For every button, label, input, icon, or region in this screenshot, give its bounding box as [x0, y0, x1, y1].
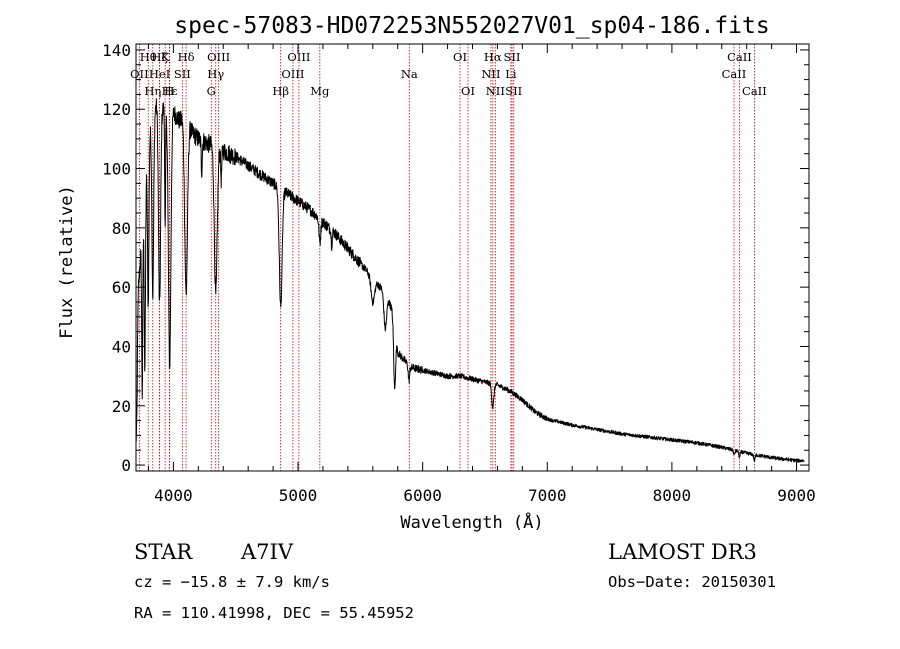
spectral-line-label: Hβ: [272, 84, 289, 98]
spectral-line-label: HeI: [149, 67, 170, 81]
plot-frame: [135, 43, 810, 472]
x-axis-label: Wavelength (Å): [400, 511, 543, 533]
spectral-line-markers: [138, 44, 755, 471]
spectral-line-label: SII: [505, 84, 522, 98]
y-tick-label: 0: [121, 456, 131, 475]
x-tick-label: 5000: [279, 486, 318, 505]
spectral-line-label: Hη: [144, 84, 161, 98]
spectrum-line: [135, 98, 805, 463]
spectral-line-label: SII: [174, 67, 191, 81]
spectral-line-label: Hθ: [140, 50, 157, 64]
spectral-line-label: Hζ: [151, 50, 167, 64]
sky-coordinates: RA = 110.41998, DEC = 55.45952: [134, 604, 414, 622]
spectral-line-label: Mg: [310, 84, 330, 98]
spectral-line-label: CaII: [742, 84, 767, 98]
x-tick-label: 6000: [403, 486, 442, 505]
spectral-line-label: OI: [461, 84, 475, 98]
y-axis-label: Flux (relative): [57, 185, 77, 339]
spectral-line-label: OIII: [207, 50, 230, 64]
spectral-line-label: CaII: [727, 50, 752, 64]
y-tick-label: 40: [112, 337, 131, 356]
spectral-line-label: SII: [504, 50, 521, 64]
spectral-line-label: K: [161, 50, 170, 64]
x-axis-ticks: 4000 5000 6000 7000 8000 9000: [147, 44, 816, 505]
spectral-line-label: OI: [453, 50, 467, 64]
x-tick-label: 9000: [777, 486, 816, 505]
y-tick-label: 140: [102, 41, 131, 60]
y-axis-ticks: 0 20 40 60 80 100 120 140: [102, 41, 809, 475]
spectral-line-label: OII: [130, 67, 149, 81]
chart-title: spec-57083-HD072253N552027V01_sp04-186.f…: [174, 13, 769, 39]
object-class: STAR: [134, 540, 193, 564]
y-tick-label: 20: [112, 397, 131, 416]
spectral-line-label: G: [207, 84, 216, 98]
spectral-line-label: NII: [486, 84, 505, 98]
y-tick-label: 60: [112, 278, 131, 297]
y-tick-label: 100: [102, 160, 131, 179]
observation-date: Obs−Date: 20150301: [608, 573, 776, 591]
spectral-line-label: Hα: [484, 50, 502, 64]
spectral-line-label: Li: [505, 67, 517, 81]
spectral-line-label: Hε: [162, 84, 178, 98]
survey-name: LAMOST DR3: [608, 540, 757, 564]
object-subclass: A7IV: [241, 540, 293, 564]
x-tick-label: 7000: [528, 486, 567, 505]
spectral-line-label: Hδ: [178, 50, 195, 64]
spectral-line-label: H: [164, 84, 174, 98]
spectral-line-label: OIII: [281, 67, 304, 81]
spectral-line-label: Na: [401, 67, 418, 81]
spectral-line-label: NII: [481, 67, 500, 81]
y-tick-label: 80: [112, 219, 131, 238]
spectral-line-label: OIII: [287, 50, 310, 64]
y-tick-label: 120: [102, 100, 131, 119]
spectral-line-label: CaII: [722, 67, 747, 81]
redshift-velocity: cz = −15.8 ± 7.9 km/s: [134, 573, 330, 591]
x-tick-label: 8000: [653, 486, 692, 505]
spectral-line-labels: Hθ Hδ OII Hη Hζ HeI K HHε SII OIII Hγ G Hβ OIII OIII Mg…: [130, 50, 767, 98]
x-tick-label: 4000: [154, 486, 193, 505]
spectral-line-label: Hγ: [207, 67, 224, 81]
